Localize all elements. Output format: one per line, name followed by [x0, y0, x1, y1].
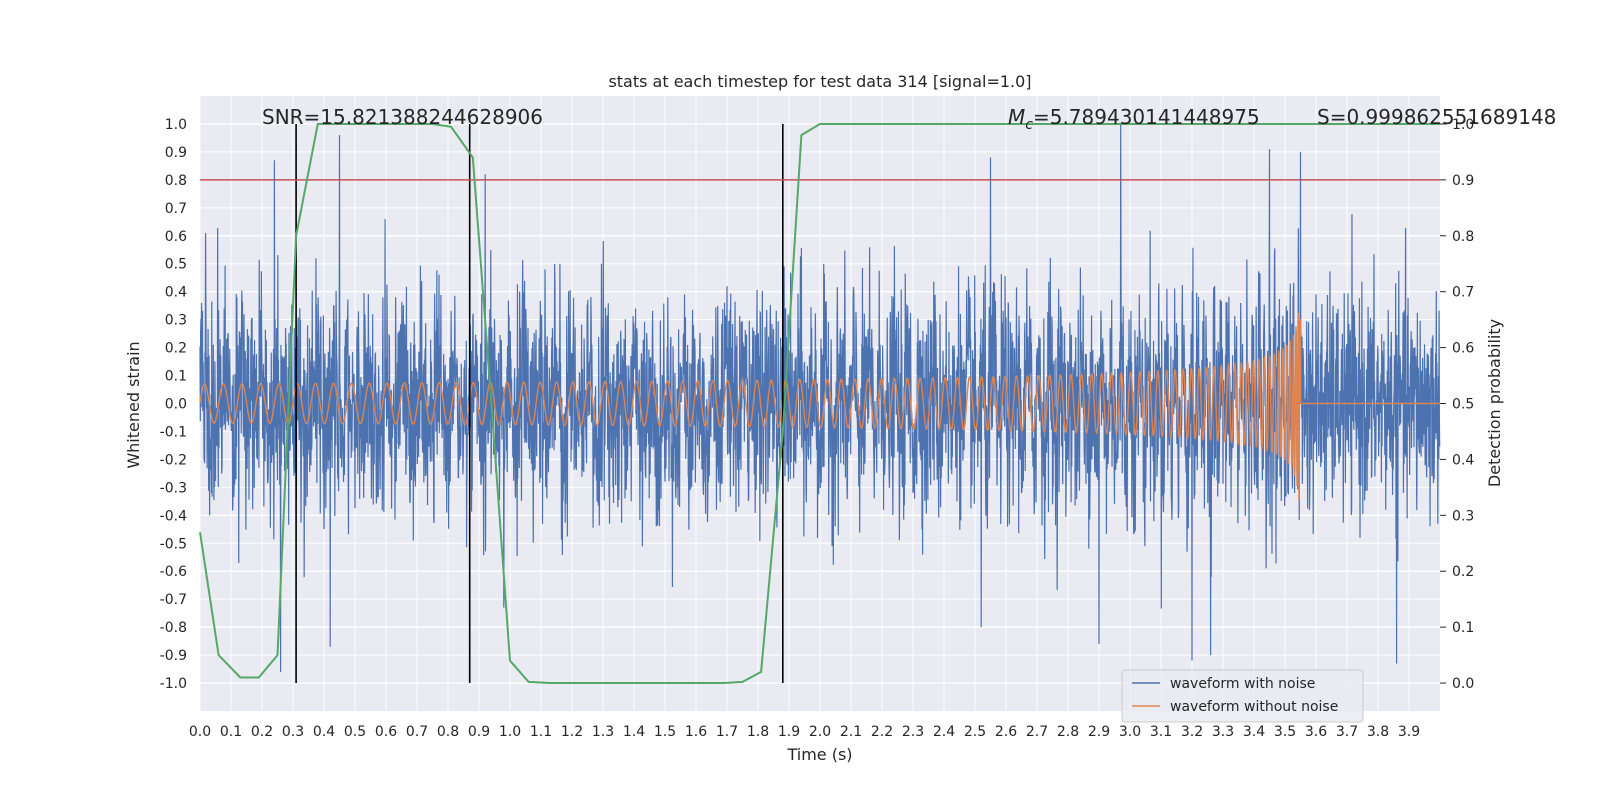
x-tick-label: 3.6 — [1305, 724, 1327, 740]
y-tick-label: 0.4 — [165, 285, 187, 301]
probability-series — [199, 122, 1440, 685]
noise-series — [199, 123, 1441, 672]
x-tick-label: 2.3 — [902, 724, 924, 740]
x-tick-label: 1.8 — [747, 724, 769, 740]
snr-annotation: SNR=15.821388244628906 — [262, 105, 543, 129]
x-tick-label: 2.2 — [871, 724, 893, 740]
x-tick-label: 3.7 — [1336, 724, 1358, 740]
x-tick-label: 0.4 — [313, 724, 335, 740]
y2-axis-label: Detection probability — [1485, 319, 1504, 487]
x-tick-label: 0.3 — [282, 724, 304, 740]
x-tick-label: 0.2 — [251, 724, 273, 740]
legend-label-noise: waveform with noise — [1170, 676, 1315, 692]
y2-tick-labels: 1.0 0.9 0.8 0.7 0.6 0.5 0.4 0.3 0.2 0.1 0.0 — [1440, 117, 1474, 692]
mc-annotation: Mc=5.789430141448975 — [1008, 105, 1260, 133]
y2-tick-label: 0.4 — [1452, 452, 1474, 468]
x-axis-label: Time (s) — [786, 745, 852, 764]
x-tick-label: 3.9 — [1398, 724, 1420, 740]
y-tick-label: -1.0 — [160, 676, 187, 692]
y-tick-label: -0.4 — [160, 508, 187, 524]
y-tick-label: -0.3 — [160, 480, 187, 496]
y-tick-label: -0.6 — [160, 564, 187, 580]
mc-value: =5.789430141448975 — [1033, 105, 1260, 129]
x-tick-label: 3.4 — [1243, 724, 1265, 740]
y-tick-labels: 1.0 0.9 0.8 0.7 0.6 0.5 0.4 0.3 0.2 0.1 0.0 -0.1 -0.… — [160, 117, 187, 692]
y-tick-label: -0.2 — [160, 452, 187, 468]
x-tick-label: 2.9 — [1088, 724, 1110, 740]
x-tick-label: 3.5 — [1274, 724, 1296, 740]
y2-tick-label: 0.8 — [1452, 229, 1474, 245]
y-tick-label: -0.9 — [160, 648, 187, 664]
x-tick-label: 0.6 — [375, 724, 397, 740]
y2-tick-label: 0.5 — [1452, 397, 1474, 413]
x-tick-label: 1.0 — [499, 724, 521, 740]
y2-tick-label: 0.7 — [1452, 285, 1474, 301]
y2-tick-label: 0.6 — [1452, 341, 1474, 357]
x-tick-label: 3.3 — [1212, 724, 1234, 740]
y2-tick-label: 0.1 — [1452, 620, 1474, 636]
x-tick-labels: 0.0 0.1 0.2 0.3 0.4 0.5 0.6 0.7 0.8 0.9 1.0 1.1 1.2 1… — [189, 724, 1420, 740]
y-tick-label: 0.6 — [165, 229, 187, 245]
x-tick-label: 0.0 — [189, 724, 211, 740]
x-tick-label: 0.1 — [220, 724, 242, 740]
chirp-series — [199, 312, 1440, 502]
x-tick-label: 2.6 — [995, 724, 1017, 740]
x-tick-label: 2.7 — [1026, 724, 1048, 740]
x-tick-label: 1.7 — [716, 724, 738, 740]
x-tick-label: 2.8 — [1057, 724, 1079, 740]
y-tick-label: 0.1 — [165, 369, 187, 385]
y-tick-label: -0.5 — [160, 536, 187, 552]
y2-tick-label: 0.0 — [1452, 676, 1474, 692]
x-tick-label: 1.3 — [592, 724, 614, 740]
y2-tick-label: 1.0 — [1452, 117, 1474, 133]
x-tick-label: 0.9 — [468, 724, 490, 740]
y-tick-label: -0.7 — [160, 592, 187, 608]
x-tick-label: 2.5 — [964, 724, 986, 740]
y-tick-label: 0.3 — [165, 313, 187, 329]
y-tick-label: 0.5 — [165, 257, 187, 273]
y-tick-label: 0.0 — [165, 397, 187, 413]
x-tick-label: 1.1 — [530, 724, 552, 740]
legend-box — [1121, 669, 1364, 723]
x-tick-label: 1.5 — [654, 724, 676, 740]
y-axis-label: Whitened strain — [124, 341, 143, 468]
x-tick-label: 3.8 — [1367, 724, 1389, 740]
mc-subscript: c — [1025, 117, 1033, 133]
legend-label-chirp: waveform without noise — [1170, 699, 1338, 715]
y-tick-label: 0.2 — [165, 341, 187, 357]
x-tick-label: 2.4 — [933, 724, 955, 740]
y2-tick-label: 0.3 — [1452, 508, 1474, 524]
x-tick-label: 2.0 — [809, 724, 831, 740]
x-tick-label: 1.4 — [623, 724, 645, 740]
y-tick-label: 0.7 — [165, 201, 187, 217]
x-tick-label: 1.9 — [778, 724, 800, 740]
chart-title: stats at each timestep for test data 314… — [608, 72, 1031, 91]
x-tick-label: 0.5 — [344, 724, 366, 740]
mc-symbol: M — [1008, 105, 1025, 129]
y2-tick-label: 0.2 — [1452, 564, 1474, 580]
y-tick-label: 0.9 — [165, 145, 187, 161]
y-tick-label: 1.0 — [165, 117, 187, 133]
x-tick-label: 3.2 — [1181, 724, 1203, 740]
noise-line — [199, 123, 1441, 672]
y-tick-label: -0.1 — [160, 424, 187, 440]
y-tick-label: 0.8 — [165, 173, 187, 189]
x-tick-label: 3.0 — [1119, 724, 1141, 740]
probability-line — [199, 122, 1440, 685]
x-tick-label: 2.1 — [840, 724, 862, 740]
x-tick-label: 0.8 — [437, 724, 459, 740]
y-tick-label: -0.8 — [160, 620, 187, 636]
x-tick-label: 1.2 — [561, 724, 583, 740]
chirp-line — [199, 312, 1440, 502]
s-annotation: S=0.999862551689148 — [1317, 105, 1556, 129]
y2-tick-label: 0.9 — [1452, 173, 1474, 189]
legend: waveform with noise waveform without noi… — [1121, 669, 1364, 723]
vertical-markers — [295, 123, 784, 684]
x-tick-label: 3.1 — [1150, 724, 1172, 740]
x-tick-label: 0.7 — [406, 724, 428, 740]
x-tick-label: 1.6 — [685, 724, 707, 740]
